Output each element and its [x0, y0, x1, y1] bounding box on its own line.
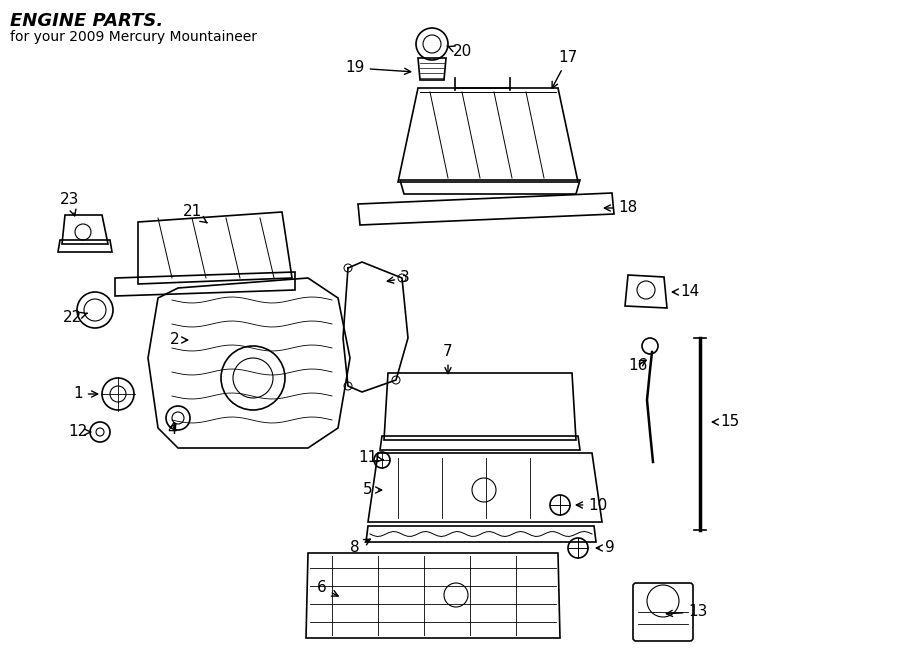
Text: 10: 10 — [576, 498, 608, 512]
Text: 12: 12 — [68, 424, 91, 440]
Text: 14: 14 — [672, 284, 699, 299]
Text: 5: 5 — [364, 483, 382, 498]
Text: 1: 1 — [73, 387, 98, 401]
Text: 7: 7 — [443, 344, 453, 373]
Text: 20: 20 — [447, 44, 472, 59]
Text: 9: 9 — [597, 541, 615, 555]
Text: for your 2009 Mercury Mountaineer: for your 2009 Mercury Mountaineer — [10, 30, 257, 44]
Text: 8: 8 — [350, 539, 370, 555]
Text: 6: 6 — [317, 580, 338, 596]
Text: 4: 4 — [167, 422, 176, 438]
Text: 19: 19 — [346, 61, 410, 75]
Text: 17: 17 — [552, 50, 578, 88]
Text: 23: 23 — [60, 192, 80, 216]
Text: 2: 2 — [170, 332, 188, 348]
Text: 18: 18 — [604, 200, 637, 215]
Text: 11: 11 — [358, 451, 383, 465]
Text: 21: 21 — [183, 204, 207, 223]
Text: ENGINE PARTS.: ENGINE PARTS. — [10, 12, 163, 30]
Text: 22: 22 — [62, 311, 87, 325]
Text: 15: 15 — [712, 414, 740, 430]
Text: 3: 3 — [387, 270, 410, 286]
Text: 13: 13 — [666, 605, 707, 619]
Text: 16: 16 — [628, 358, 648, 373]
